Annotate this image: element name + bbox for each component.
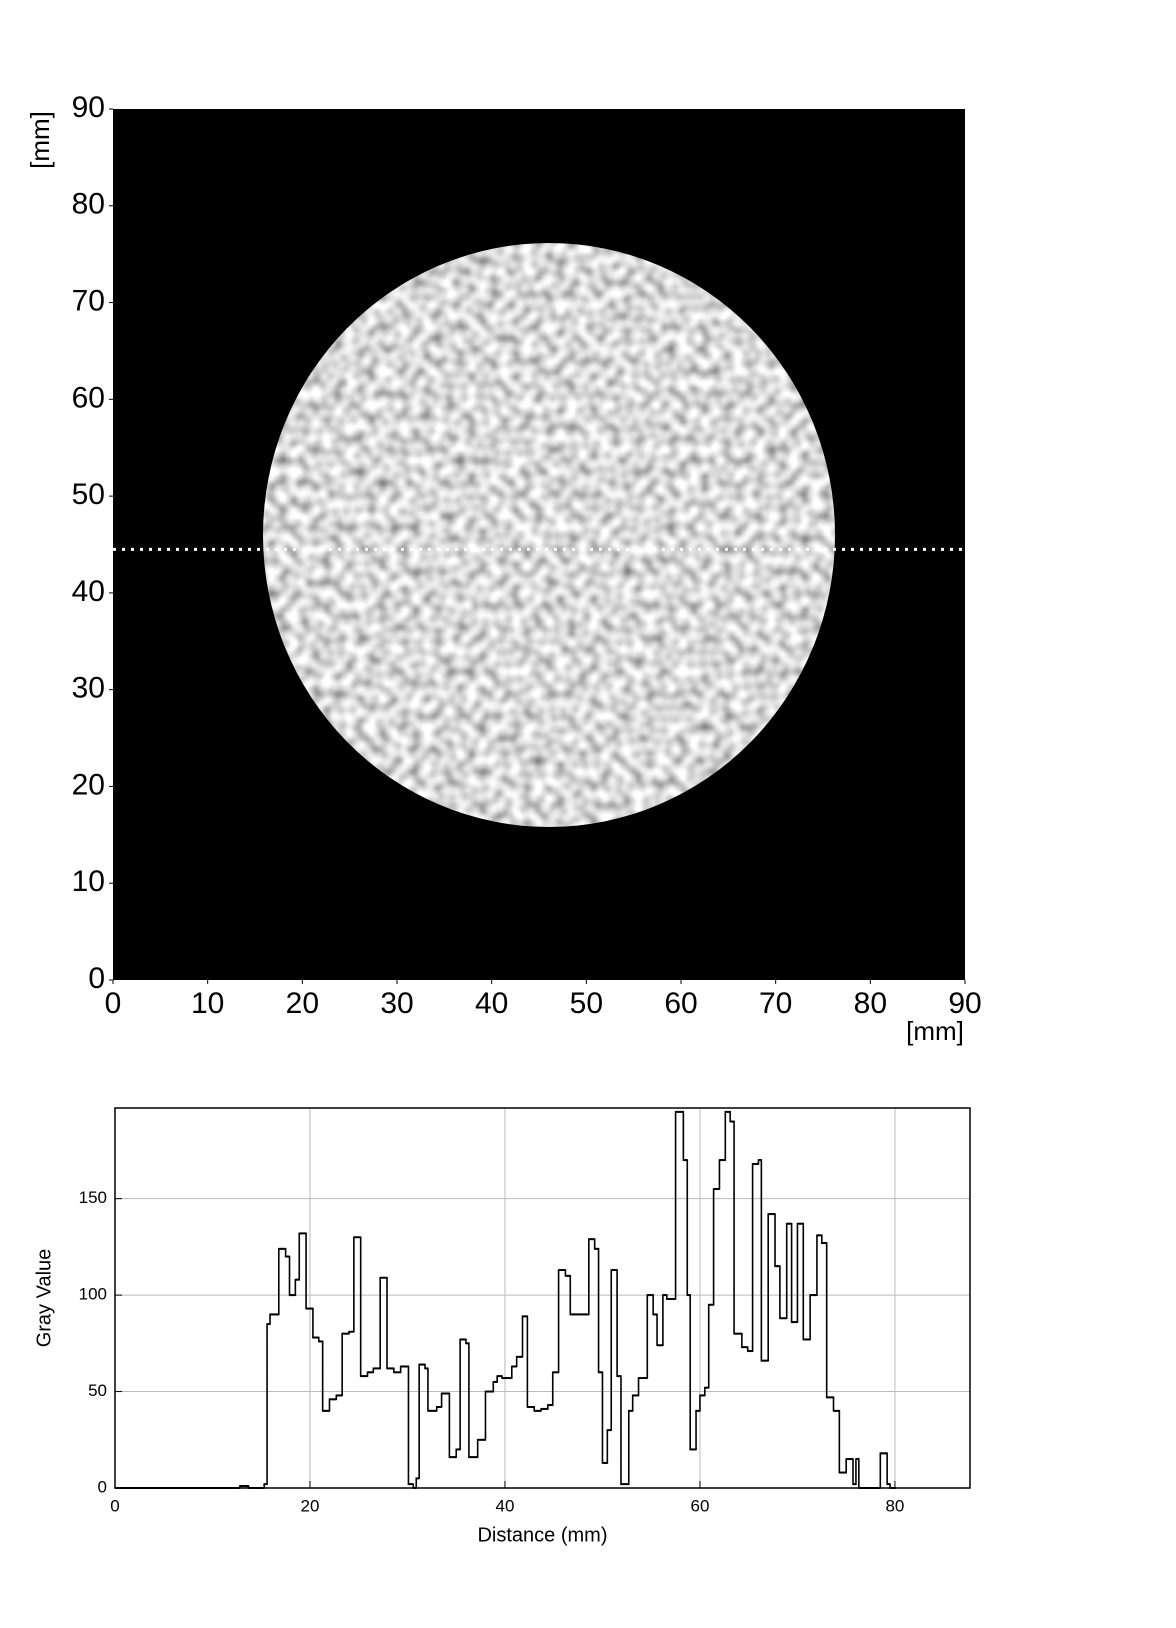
y-tick-label: 0 xyxy=(88,962,105,995)
y-tick-label: 30 xyxy=(72,672,105,705)
y-axis-label: [mm] xyxy=(25,111,55,169)
phantom-disc xyxy=(263,243,835,827)
y-tick-label: 60 xyxy=(72,381,105,414)
y-tick-label: 40 xyxy=(72,575,105,608)
y-tick-label: 50 xyxy=(88,1381,107,1400)
y-tick-label: 150 xyxy=(79,1188,107,1207)
x-tick-label: 20 xyxy=(301,1496,320,1515)
y-tick-label: 90 xyxy=(72,91,105,124)
x-tick-label: 0 xyxy=(110,1496,119,1515)
y-tick-label: 70 xyxy=(72,284,105,317)
y-tick-label: 0 xyxy=(98,1477,107,1496)
x-tick-label: 20 xyxy=(286,987,319,1020)
y-tick-label: 100 xyxy=(79,1285,107,1304)
y-axis-label: Gray Value xyxy=(33,1249,55,1348)
x-tick-label: 60 xyxy=(664,987,697,1020)
x-tick-label: 50 xyxy=(570,987,603,1020)
y-tick-label: 20 xyxy=(72,768,105,801)
x-tick-label: 70 xyxy=(759,987,792,1020)
x-tick-label: 40 xyxy=(475,987,508,1020)
y-tick-label: 50 xyxy=(72,478,105,511)
step-outline xyxy=(115,1111,897,1489)
x-tick-label: 90 xyxy=(948,987,981,1020)
plot-frame xyxy=(114,1107,971,1489)
x-tick-label: 60 xyxy=(690,1496,709,1515)
x-tick-label: 30 xyxy=(380,987,413,1020)
x-axis-label: Distance (mm) xyxy=(477,1524,607,1546)
x-tick-label: 80 xyxy=(854,987,887,1020)
x-tick-label: 80 xyxy=(885,1496,904,1515)
y-tick-label: 10 xyxy=(72,865,105,898)
x-tick-label: 0 xyxy=(105,987,122,1020)
x-tick-label: 40 xyxy=(496,1496,515,1515)
y-tick-label: 80 xyxy=(72,188,105,221)
x-axis-label: [mm] xyxy=(906,1016,964,1046)
x-tick-label: 10 xyxy=(191,987,224,1020)
